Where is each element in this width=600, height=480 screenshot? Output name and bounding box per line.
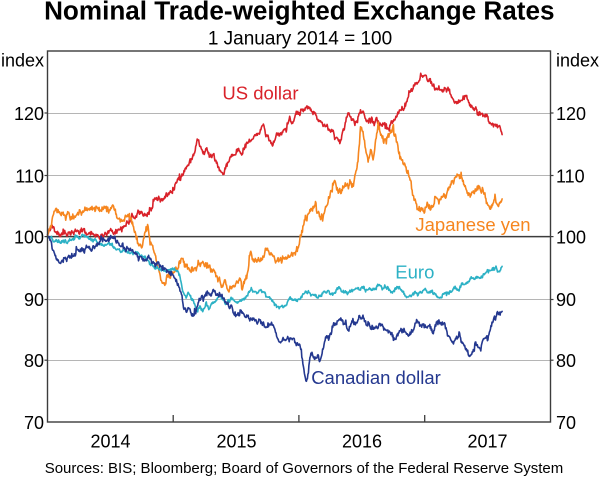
svg-text:2017: 2017 <box>467 431 507 451</box>
svg-text:90: 90 <box>556 290 576 310</box>
svg-text:2016: 2016 <box>342 431 382 451</box>
svg-text:100: 100 <box>556 228 586 248</box>
svg-text:index: index <box>1 51 44 71</box>
svg-text:80: 80 <box>24 351 44 371</box>
svg-text:Euro: Euro <box>395 262 434 283</box>
svg-text:110: 110 <box>15 166 44 186</box>
svg-text:Nominal Trade-weighted Exchang: Nominal Trade-weighted Exchange Rates <box>44 0 554 25</box>
svg-text:Canadian dollar: Canadian dollar <box>311 367 441 388</box>
svg-text:120: 120 <box>556 104 586 124</box>
svg-text:120: 120 <box>14 104 44 124</box>
svg-text:Japanese yen: Japanese yen <box>415 214 530 235</box>
svg-text:70: 70 <box>556 413 576 433</box>
svg-text:70: 70 <box>24 413 44 433</box>
svg-text:90: 90 <box>24 290 44 310</box>
svg-text:US dollar: US dollar <box>222 83 298 104</box>
svg-text:110: 110 <box>556 166 585 186</box>
svg-text:1 January 2014 = 100: 1 January 2014 = 100 <box>208 29 392 50</box>
svg-text:Sources: BIS; Bloomberg; Board: Sources: BIS; Bloomberg; Board of Govern… <box>45 460 564 477</box>
svg-text:100: 100 <box>14 228 44 248</box>
svg-text:index: index <box>556 51 599 71</box>
svg-text:2014: 2014 <box>90 431 130 451</box>
svg-text:80: 80 <box>556 351 576 371</box>
svg-text:2015: 2015 <box>216 431 256 451</box>
